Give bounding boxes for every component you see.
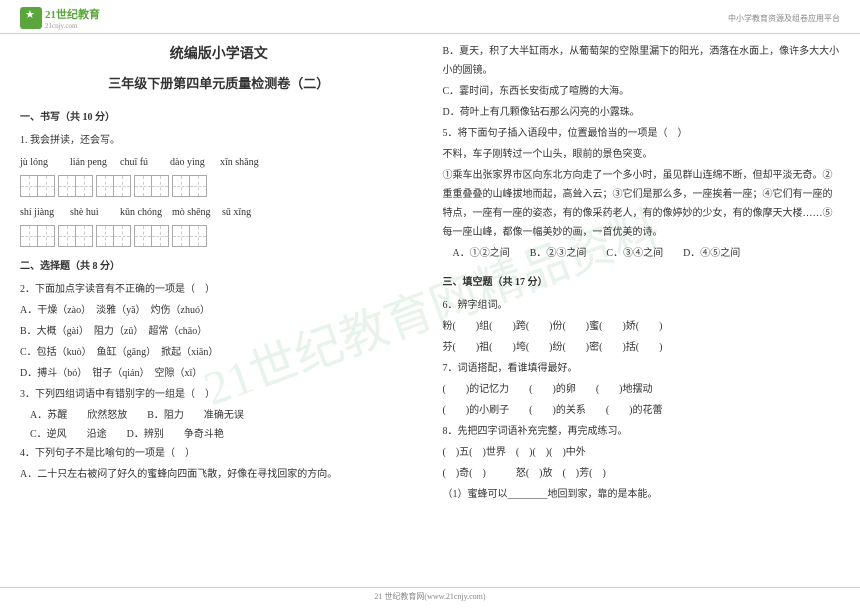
pinyin: kūn chóng [120,203,162,222]
pinyin: jù lóng [20,153,60,172]
logo-icon [20,7,42,29]
page-header: 21世纪教育 21cnjy.com 中小学教育资源及组卷应用平台 [0,0,860,34]
q6-row1: 粉( )组( )跨( )份( )蜜( )娇( ) [443,317,841,336]
q7-row1: ( )的记忆力 ( )的卵 ( )地摆动 [443,380,841,399]
q4: 4．下列句子不是比喻句的一项是（ ） [20,444,418,463]
logo-sub: 21cnjy.com [45,22,100,30]
left-column: 统编版小学语文 三年级下册第四单元质量检测卷（二） 一、书写（共 10 分） 1… [20,42,418,506]
q2d: D．搏斗（bó） 钳子（qián） 空隙（xī） [20,364,418,383]
right-column: B．夏天，积了大半缸雨水，从葡萄架的空隙里漏下的阳光，洒落在水面上，像许多大大小… [443,42,841,506]
q8-row1: ( )五( )世界 ( )( )( )中外 [443,443,841,462]
pinyin-row-2: shí jiàng shè huì kūn chóng mò shēng sū … [20,203,418,222]
q5: 5．将下面句子插入语段中，位置最恰当的一项是（ ） [443,124,841,143]
q4b: B．夏天，积了大半缸雨水，从葡萄架的空隙里漏下的阳光，洒落在水面上，像许多大大小… [443,42,841,80]
q3a: A．苏醒 欣然怒放 [30,406,127,425]
q8-row2: ( )奇( ) 怒( )放 ( )芳( ) [443,464,841,483]
pinyin: sū xǐng [222,203,262,222]
q5-text2: ①乘车出张家界市区向东北方向走了一个多小时，虽见群山连绵不断，但却平淡无奇。②重… [443,166,841,242]
q5c: C．③④之间 [606,244,663,263]
q8-sub: （1）蜜蜂可以________地回到家，靠的是本能。 [443,485,841,504]
q3d: D．辨别 争奇斗艳 [127,425,224,444]
content: 统编版小学语文 三年级下册第四单元质量检测卷（二） 一、书写（共 10 分） 1… [0,34,860,514]
logo: 21世纪教育 21cnjy.com [20,6,100,30]
q2: 2．下面加点字读音有不正确的一项是（ ） [20,280,418,299]
pinyin: dào yìng [170,153,210,172]
pinyin: xīn shǎng [220,153,260,172]
q8: 8．先把四字词语补充完整，再完成练习。 [443,422,841,441]
q6-row2: 芬( )祖( )垮( )纷( )密( )括( ) [443,338,841,357]
q3-opts-cd: C．逆风 沿途 D．辨别 争奇斗艳 [30,425,418,444]
q3: 3．下列四组词语中有错别字的一组是（ ） [20,385,418,404]
pinyin: shí jiàng [20,203,60,222]
q7: 7．词语搭配，看谁填得最好。 [443,359,841,378]
q2c: C．包括（kuò） 鱼缸（gāng） 掀起（xiān） [20,343,418,362]
q1: 1. 我会拼读，还会写。 [20,131,418,150]
q2b: B．大概（gài） 阻力（zǔ） 超常（chāo） [20,322,418,341]
section2-head: 二、选择题（共 8 分） [20,257,418,276]
q3b: B．阻力 准确无误 [147,406,244,425]
pinyin-row-1: jù lóng lián peng chuī fú dào yìng xīn s… [20,153,418,172]
footer: 21 世纪教育网(www.21cnjy.com) [0,587,860,602]
section1-head: 一、书写（共 10 分） [20,108,418,127]
q5-opts: A．①②之间 B．②③之间 C．③④之间 D．④⑤之间 [453,244,841,263]
q4d: D．荷叶上有几颗像钻石那么闪亮的小露珠。 [443,103,841,122]
pinyin: lián peng [70,153,110,172]
logo-text: 21世纪教育 [45,6,100,22]
section3-head: 三、填空题（共 17 分） [443,273,841,292]
q2a: A．干燥（zào） 淡雅（yǎ） 灼伤（zhuó） [20,301,418,320]
q4c: C．霎时间，东西长安街成了喧腾的大海。 [443,82,841,101]
q5b: B．②③之间 [530,244,587,263]
q5d: D．④⑤之间 [683,244,740,263]
q3c: C．逆风 沿途 [30,425,107,444]
q7-row2: ( )的小刷子 ( )的关系 ( )的花蕾 [443,401,841,420]
title-sub: 三年级下册第四单元质量检测卷（二） [20,72,418,97]
q5-text1: 不料，车子刚转过一个山头，眼前的景色突变。 [443,145,841,164]
pinyin: chuī fú [120,153,160,172]
q5a: A．①②之间 [453,244,510,263]
char-boxes-row-1 [20,175,418,197]
title-main: 统编版小学语文 [20,42,418,69]
header-right-text: 中小学教育资源及组卷应用平台 [728,13,840,24]
q3-opts-ab: A．苏醒 欣然怒放 B．阻力 准确无误 [30,406,418,425]
pinyin: mò shēng [172,203,212,222]
q4a: A．二十只左右被闷了好久的蜜蜂向四面飞散，好像在寻找回家的方向。 [20,465,418,484]
char-boxes-row-2 [20,225,418,247]
pinyin: shè huì [70,203,110,222]
q6: 6．辨字组词。 [443,296,841,315]
